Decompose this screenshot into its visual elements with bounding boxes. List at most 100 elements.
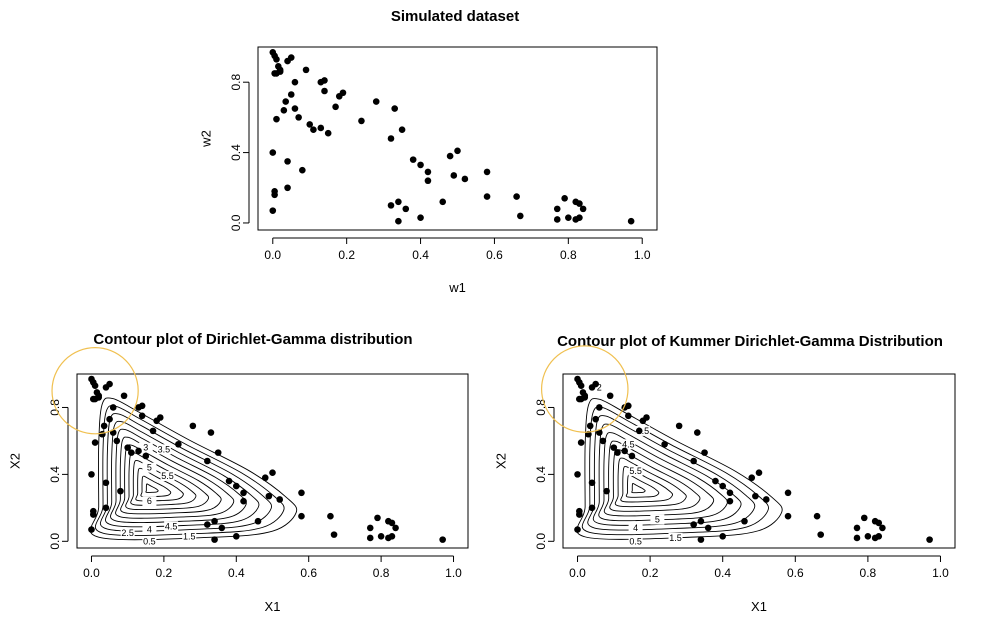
data-point — [392, 524, 399, 532]
right-title: Contour plot of Kummer Dirichlet-Gamma D… — [557, 333, 943, 350]
data-point — [385, 517, 392, 525]
data-point — [860, 514, 868, 522]
data-point — [269, 469, 276, 477]
contour-line — [120, 444, 222, 515]
data-point — [89, 511, 97, 518]
data-point — [88, 471, 95, 478]
y-axis-label: X2 — [7, 453, 22, 469]
contour-line — [631, 483, 646, 494]
data-point — [280, 107, 288, 114]
contour-label: 5.5 — [629, 466, 642, 476]
data-point — [574, 526, 581, 533]
contour-label-bg — [120, 527, 135, 538]
data-point — [741, 517, 748, 525]
x-tick-label: 0.2 — [156, 566, 173, 580]
data-point — [606, 392, 614, 400]
data-point — [513, 193, 520, 200]
contour-line — [581, 406, 769, 536]
data-point — [621, 447, 629, 455]
contour-line — [145, 483, 159, 493]
data-point — [271, 70, 278, 77]
contour-line — [125, 452, 210, 511]
data-point — [395, 198, 402, 206]
contour-label: 0.5 — [143, 536, 156, 546]
data-point — [661, 440, 668, 448]
data-point — [576, 214, 583, 221]
data-point — [102, 504, 110, 512]
data-point — [91, 382, 99, 390]
data-point — [424, 168, 432, 176]
data-point — [377, 532, 385, 540]
contour-label: 4.5 — [622, 439, 635, 449]
data-point — [588, 479, 596, 487]
data-point — [483, 193, 491, 200]
scatter-panel: 0.0 0.2 0.4 0.6 0.8 1.0 0.0 0.4 0.8 w1 w2 — [198, 46, 658, 295]
data-point — [450, 172, 458, 179]
contour-line — [100, 413, 272, 532]
x-tick-label: 0.0 — [264, 248, 281, 262]
data-point — [926, 536, 933, 543]
data-point — [627, 217, 635, 225]
data-point — [579, 205, 587, 213]
contour-label-bg — [142, 496, 157, 507]
data-point — [387, 202, 395, 209]
data-point — [291, 78, 299, 86]
x-tick-label: 0.8 — [373, 566, 390, 580]
x-axis-label: w1 — [448, 280, 466, 295]
data-point — [853, 524, 861, 532]
data-point — [599, 437, 607, 445]
data-point — [204, 521, 211, 528]
contour-label: 6 — [147, 496, 152, 506]
data-point — [388, 532, 396, 540]
data-point — [291, 105, 299, 112]
contour-label: 3.5 — [158, 444, 171, 454]
data-point — [409, 156, 417, 163]
data-point — [269, 207, 277, 214]
data-point — [402, 205, 410, 213]
data-point — [693, 429, 701, 436]
y-tick-label: 0.4 — [229, 144, 243, 161]
x-tick-label: 0.2 — [338, 248, 355, 262]
data-point — [690, 457, 697, 465]
data-point — [327, 512, 334, 520]
data-point — [321, 77, 328, 84]
contour-label: 3.5 — [637, 426, 650, 436]
contour-line — [576, 398, 783, 540]
x-tick-label: 0.0 — [83, 566, 100, 580]
contour-line — [592, 423, 742, 526]
contour-line — [140, 475, 172, 498]
data-point — [625, 402, 632, 410]
x-axis-label: X1 — [751, 599, 767, 614]
contour-line — [609, 449, 701, 512]
data-point — [553, 205, 561, 213]
y-tick-label: 0.4 — [534, 466, 548, 483]
x-tick-label: 1.0 — [445, 566, 462, 580]
data-point — [153, 417, 160, 425]
contour-label-bg — [650, 514, 665, 525]
y-tick-label: 0.0 — [48, 533, 62, 550]
data-point — [254, 517, 262, 525]
data-point — [395, 217, 402, 225]
data-point — [639, 417, 647, 425]
data-point — [439, 198, 447, 206]
x-tick-label: 0.4 — [228, 566, 245, 580]
data-point — [232, 532, 240, 540]
data-point — [330, 531, 338, 538]
data-point — [298, 512, 305, 520]
data-point — [317, 124, 325, 132]
contour-label: 5 — [655, 515, 660, 525]
data-point — [287, 54, 295, 61]
data-point — [697, 536, 705, 543]
data-point — [102, 479, 110, 487]
data-point — [690, 521, 697, 528]
data-point — [287, 91, 295, 98]
data-point — [149, 427, 157, 435]
data-point — [276, 68, 284, 75]
x-tick-label: 0.6 — [787, 566, 804, 580]
data-point — [299, 166, 306, 174]
data-point — [284, 158, 291, 165]
data-point — [424, 177, 432, 185]
data-point — [284, 184, 291, 192]
data-point — [374, 514, 381, 522]
data-point — [324, 129, 332, 137]
